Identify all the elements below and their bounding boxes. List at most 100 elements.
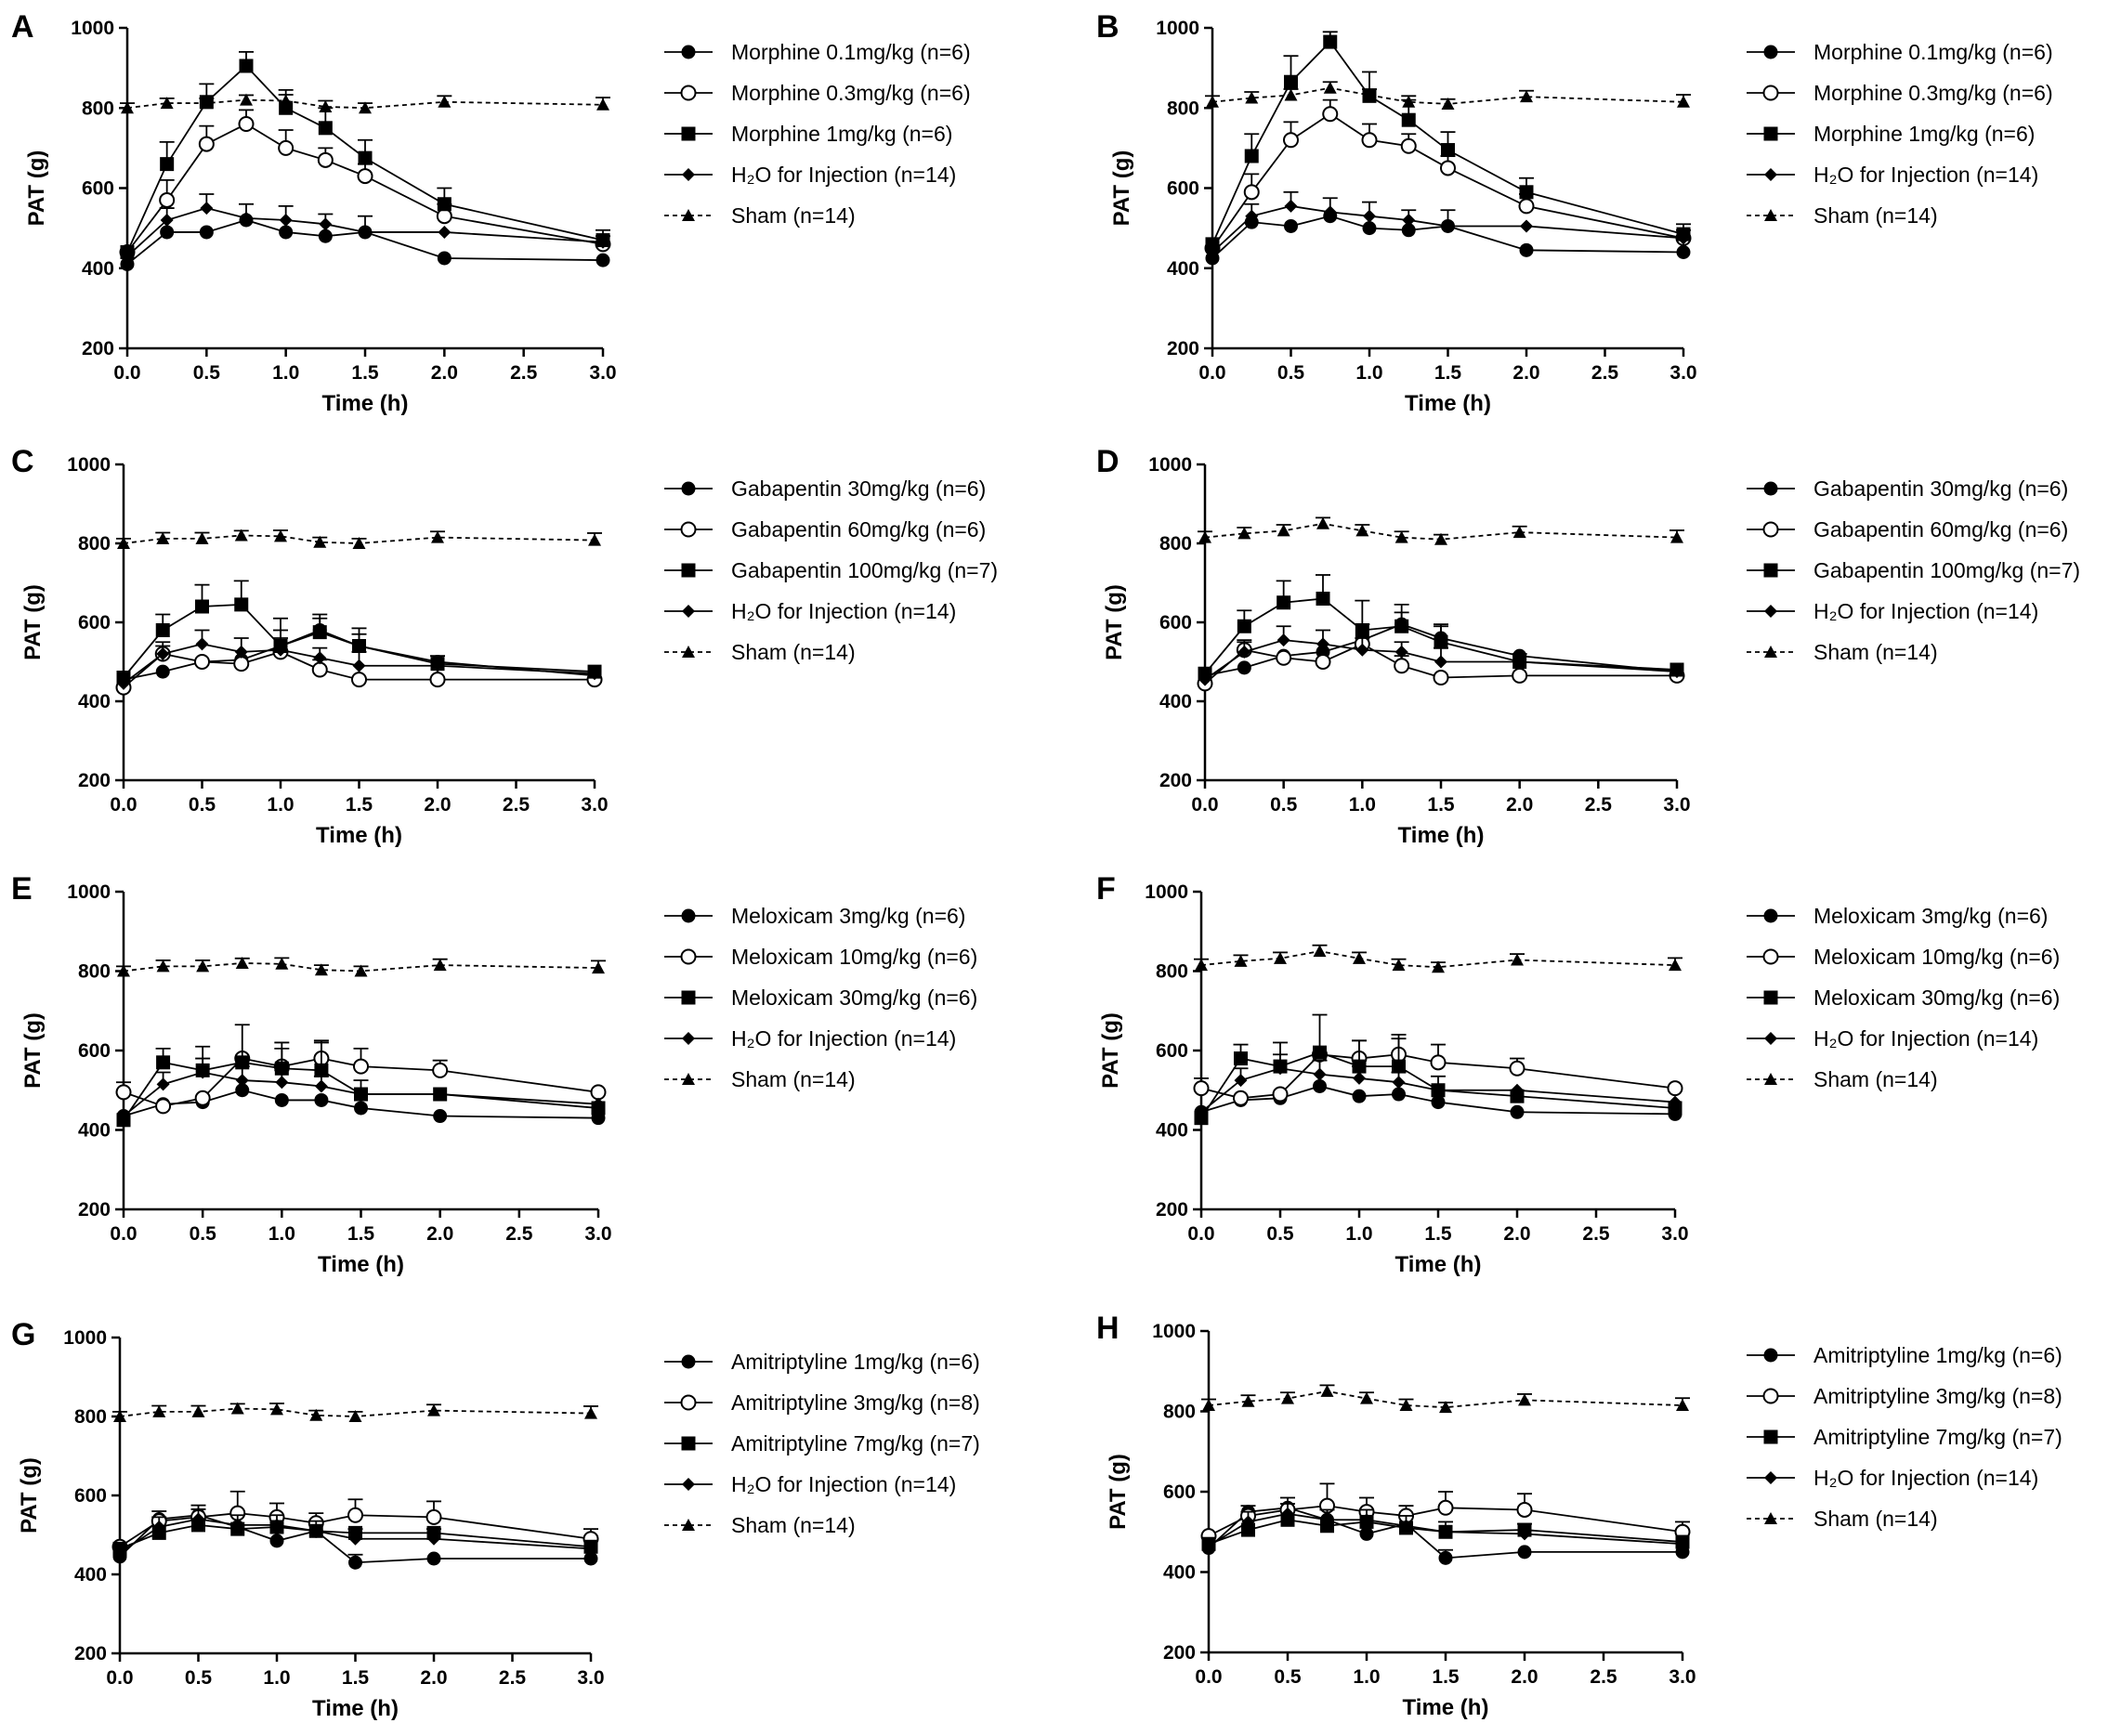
y-tick-label: 200 [1156, 1199, 1188, 1220]
legend-marker [1764, 1471, 1777, 1484]
data-point [196, 1065, 210, 1079]
data-point [433, 1109, 448, 1124]
series-h2o-for-injection [113, 1508, 597, 1560]
y-tick-label: 200 [78, 1199, 111, 1220]
data-point [279, 225, 294, 240]
series-h2o-for-injection [121, 193, 609, 263]
panel-d: D 200 400 600 800 1000 0.0 0.5 1.0 1.5 2.0 2.5 3.0 Ti… [1096, 444, 2080, 848]
legend-marker [681, 45, 696, 59]
x-tick-label: 1.0 [263, 1667, 290, 1689]
data-point [200, 202, 214, 215]
x-tick-label: 3.0 [1669, 1666, 1696, 1688]
x-tick-label: 0.5 [189, 794, 216, 816]
data-point [1243, 184, 1260, 201]
data-point [274, 529, 287, 542]
y-axis-title: PAT (g) [17, 1457, 42, 1534]
x-axis-title: Time (h) [322, 391, 409, 416]
series-sham [1205, 81, 1691, 110]
legend: Morphine 0.1mg/kg (n=6) Morphine 0.3mg/kg… [1747, 40, 2053, 228]
data-point [239, 59, 254, 73]
data-point [121, 101, 134, 114]
data-point [155, 664, 170, 679]
panel-a: A 200 400 600 800 1000 0.0 0.5 1.0 1.5 2.0 2.5 3.0 Ti… [11, 9, 971, 416]
panel-letter: G [11, 1317, 35, 1352]
legend: Gabapentin 30mg/kg (n=6) Gabapentin 60mg/… [664, 476, 998, 664]
legend-label: Gabapentin 30mg/kg (n=6) [731, 476, 986, 501]
data-point [433, 959, 447, 972]
data-point [427, 1403, 440, 1416]
data-point [1355, 524, 1369, 537]
x-tick-label: 1.5 [1434, 362, 1462, 384]
series-line [123, 534, 596, 544]
legend-marker [682, 605, 695, 618]
data-point [1237, 527, 1251, 540]
y-tick-label: 1000 [1152, 1321, 1196, 1342]
data-point [314, 963, 328, 976]
data-point [1202, 1539, 1215, 1553]
legend-marker [681, 563, 696, 578]
data-point [191, 1512, 205, 1526]
legend-label: H₂O for Injection (n=14) [1813, 599, 2038, 623]
series-morphine-0-3mg-kg [1204, 98, 1692, 256]
data-point [1434, 532, 1447, 545]
panel-letter: H [1096, 1311, 1119, 1346]
y-tick-label: 600 [1159, 612, 1192, 633]
series-morphine-0-1mg-kg [120, 213, 610, 271]
legend-marker [681, 1354, 696, 1369]
data-point [1434, 634, 1448, 649]
legend-label: Sham (n=14) [1813, 1067, 1938, 1091]
data-point [312, 625, 327, 640]
data-point [1511, 953, 1524, 966]
data-point [348, 1410, 362, 1422]
data-point [200, 97, 214, 110]
data-point [155, 623, 170, 637]
data-point [1355, 643, 1369, 657]
x-tick-label: 0.0 [1187, 1223, 1214, 1245]
y-tick-label: 800 [1167, 98, 1199, 119]
data-point [275, 1076, 289, 1090]
x-tick-label: 0.5 [185, 1667, 213, 1689]
data-point [1361, 132, 1378, 149]
legend-marker [1763, 45, 1778, 59]
legend-marker [682, 1073, 695, 1085]
legend-label: Morphine 0.1mg/kg (n=6) [1813, 40, 2053, 64]
x-tick-label: 0.0 [1191, 794, 1218, 816]
data-point [279, 94, 293, 107]
legend-label: Amitriptyline 7mg/kg (n=7) [1813, 1425, 2062, 1449]
x-tick-label: 0.5 [1266, 1223, 1294, 1245]
data-point [1669, 1095, 1682, 1109]
x-tick-label: 3.0 [1669, 362, 1696, 384]
panel-f: F 200 400 600 800 1000 0.0 0.5 1.0 1.5 2.0 2.5 3.0 Ti… [1096, 871, 2060, 1277]
series-line [119, 1407, 592, 1417]
data-point [191, 1404, 205, 1417]
data-point [353, 1058, 369, 1075]
legend-label: Sham (n=14) [1813, 640, 1938, 664]
legend-label: Morphine 0.3mg/kg (n=6) [1813, 81, 2053, 105]
data-point [156, 1077, 170, 1091]
y-axis-title: PAT (g) [24, 150, 49, 227]
data-point [1313, 1045, 1327, 1060]
data-point [438, 95, 452, 108]
data-point [1274, 1062, 1287, 1076]
data-point [1437, 1499, 1454, 1516]
data-point [359, 101, 372, 114]
data-point [274, 1061, 289, 1076]
y-tick-label: 200 [74, 1643, 107, 1664]
data-point [1355, 623, 1369, 637]
legend-label: Sham (n=14) [731, 640, 856, 664]
y-tick-label: 1000 [1148, 454, 1192, 476]
y-tick-label: 1000 [67, 881, 111, 903]
data-point [317, 151, 334, 168]
legend-marker [1764, 1512, 1777, 1524]
legend: Meloxicam 3mg/kg (n=6) Meloxicam 10mg/kg … [1747, 904, 2060, 1091]
data-point [196, 959, 210, 972]
data-point [1392, 1076, 1406, 1090]
data-point [1363, 88, 1376, 101]
data-point [313, 535, 327, 548]
legend-marker [1762, 521, 1779, 538]
x-tick-label: 1.5 [346, 794, 373, 816]
legend: Amitriptyline 1mg/kg (n=6) Amitriptyline … [664, 1350, 980, 1537]
data-point [431, 659, 444, 672]
data-point [270, 1518, 283, 1532]
data-point [433, 1088, 447, 1102]
